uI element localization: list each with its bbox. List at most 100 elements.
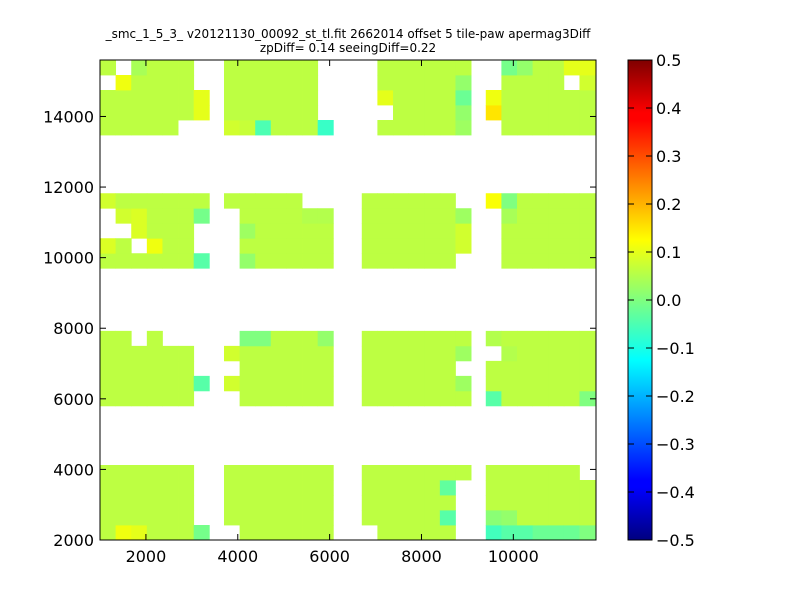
- heatmap-cell: [193, 90, 210, 106]
- heatmap-cell: [239, 208, 256, 224]
- heatmap-cell: [255, 375, 272, 392]
- heatmap-cell: [424, 390, 441, 407]
- heatmap-cell: [377, 60, 394, 76]
- heatmap-cell: [455, 465, 472, 481]
- heatmap-cell: [548, 75, 565, 91]
- heatmap-cell: [178, 495, 195, 511]
- colorbar-ticks: 0.5 0.4 0.3 0.2 0.1 0.0 −0.1 −0.2 −0.3 −0.4 −0.5: [628, 51, 695, 550]
- heatmap-cell: [115, 90, 132, 106]
- heatmap-cell: [178, 253, 195, 269]
- heatmap-cell: [377, 208, 394, 224]
- heatmap-cell: [100, 120, 117, 136]
- heatmap-cell: [424, 193, 441, 209]
- heatmap-cell: [393, 223, 410, 239]
- heatmap-cell: [162, 510, 179, 526]
- heatmap-cell: [563, 495, 580, 511]
- heatmap-cell: [302, 60, 319, 76]
- heatmap-cell: [178, 90, 195, 106]
- heatmap-cell: [393, 510, 410, 526]
- heatmap-cell: [532, 465, 549, 481]
- heatmap-cell: [162, 480, 179, 496]
- heatmap-cell: [485, 193, 502, 209]
- heatmap-cell: [501, 390, 518, 407]
- heatmap-cell: [377, 480, 394, 496]
- heatmap-cell: [317, 223, 334, 239]
- heatmap-cell: [439, 495, 456, 511]
- heatmap-cell: [131, 510, 148, 526]
- heatmap-cell: [302, 510, 319, 526]
- heatmap-cell: [270, 75, 287, 91]
- heatmap-cell: [532, 238, 549, 254]
- heatmap-cell: [439, 360, 456, 377]
- heatmap-cell: [239, 223, 256, 239]
- heatmap-cell: [517, 510, 534, 526]
- heatmap-cell: [193, 208, 210, 224]
- heatmap-cell: [579, 375, 596, 392]
- heatmap-cell: [563, 510, 580, 526]
- heatmap-cell: [424, 360, 441, 377]
- heatmap-cell: [408, 75, 425, 91]
- heatmap-cell: [302, 495, 319, 511]
- heatmap-cell: [517, 375, 534, 392]
- heatmap-cell: [408, 193, 425, 209]
- heatmap-cell: [548, 120, 565, 136]
- heatmap-cell: [393, 75, 410, 91]
- heatmap-cell: [239, 75, 256, 91]
- heatmap-cell: [455, 90, 472, 106]
- heatmap-cell: [178, 375, 195, 392]
- heatmap-cell: [255, 90, 272, 106]
- heatmap-cell: [178, 465, 195, 481]
- heatmap-cell: [393, 525, 410, 541]
- heatmap-cell: [424, 208, 441, 224]
- heatmap-cell: [393, 330, 410, 347]
- heatmap-cell: [317, 465, 334, 481]
- heatmap-cell: [100, 90, 117, 106]
- heatmap-cell: [302, 480, 319, 496]
- heatmap-cell: [286, 345, 303, 362]
- heatmap-cell: [146, 330, 163, 347]
- colorbar-tick-label: −0.3: [656, 435, 695, 454]
- heatmap-cell: [224, 75, 241, 91]
- heatmap-cell: [408, 208, 425, 224]
- heatmap-cell: [455, 60, 472, 76]
- heatmap-cell: [517, 330, 534, 347]
- heatmap-cell: [286, 105, 303, 121]
- heatmap-cell: [255, 360, 272, 377]
- heatmap-cell: [302, 208, 319, 224]
- heatmap-cell: [286, 208, 303, 224]
- heatmap-cell: [100, 238, 117, 254]
- heatmap-cell: [162, 495, 179, 511]
- heatmap-cell: [393, 105, 410, 121]
- heatmap-cell: [393, 495, 410, 511]
- heatmap-cell: [548, 525, 565, 541]
- heatmap-cell: [485, 480, 502, 496]
- heatmap-cell: [548, 480, 565, 496]
- heatmap-cell: [131, 105, 148, 121]
- y-tick-label: 2000: [53, 531, 94, 550]
- heatmap-cell: [131, 60, 148, 76]
- heatmap-cell: [439, 330, 456, 347]
- heatmap-cell: [286, 390, 303, 407]
- heatmap-cell: [408, 60, 425, 76]
- heatmap-cell: [485, 495, 502, 511]
- heatmap-cell: [517, 75, 534, 91]
- heatmap-cell: [563, 223, 580, 239]
- heatmap-cell: [485, 330, 502, 347]
- heatmap-cell: [224, 510, 241, 526]
- heatmap-cell: [146, 193, 163, 209]
- heatmap-cell: [224, 345, 241, 362]
- heatmap-cell: [517, 345, 534, 362]
- heatmap-cell: [501, 120, 518, 136]
- heatmap-cell: [361, 390, 378, 407]
- heatmap-cell: [563, 60, 580, 76]
- heatmap-cell: [424, 480, 441, 496]
- heatmap-cell: [162, 105, 179, 121]
- colorbar-tick-label: 0.4: [656, 99, 681, 118]
- heatmap-cell: [178, 480, 195, 496]
- plot-frame: [99, 59, 597, 541]
- heatmap-cell: [131, 120, 148, 136]
- heatmap-cell: [424, 120, 441, 136]
- heatmap-cell: [517, 223, 534, 239]
- heatmap-cell: [532, 345, 549, 362]
- heatmap-cell: [286, 375, 303, 392]
